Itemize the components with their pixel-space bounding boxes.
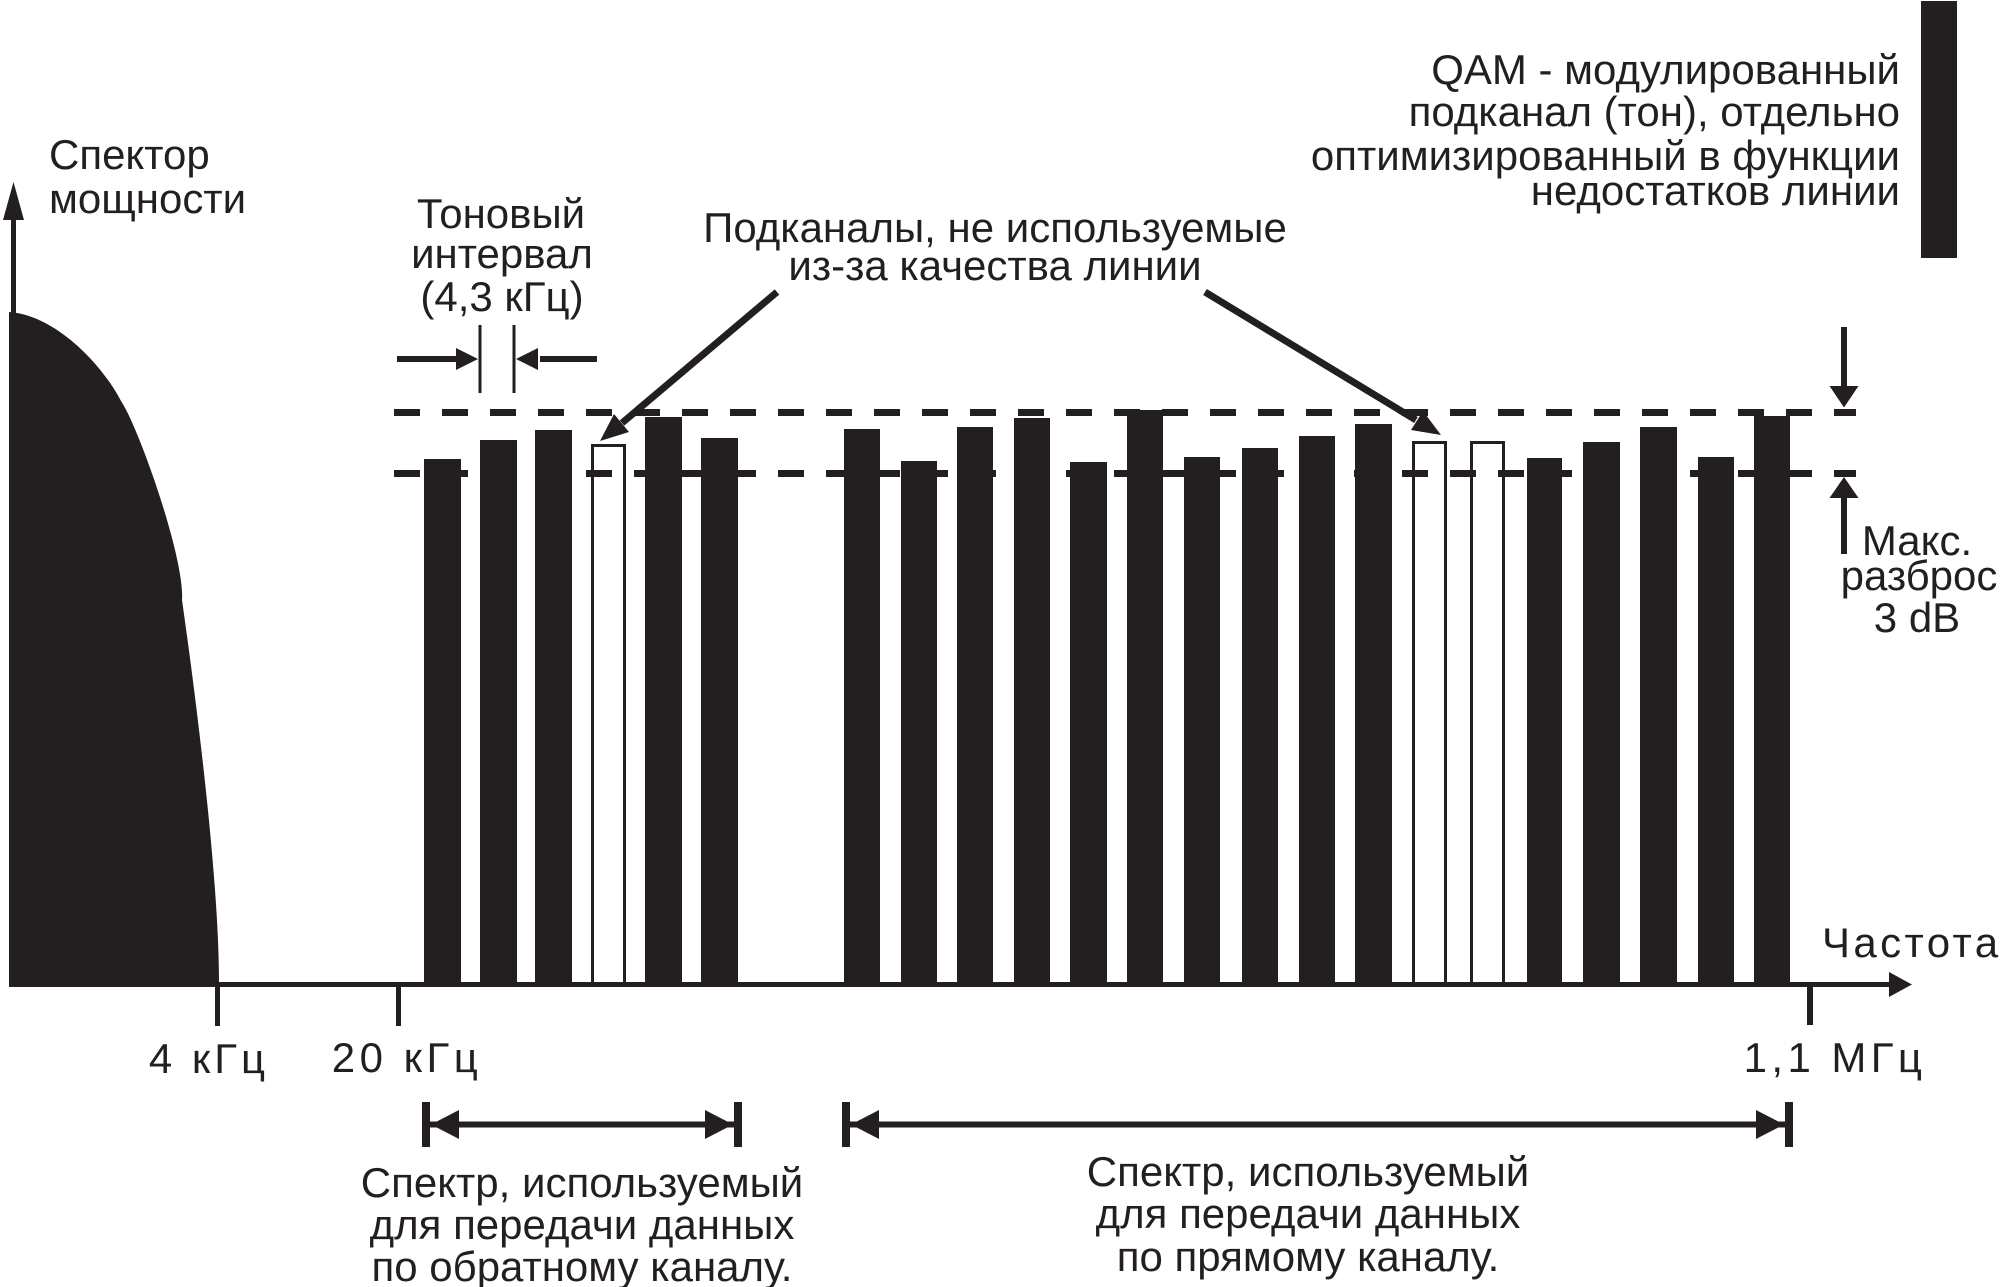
svg-text:для передачи данных: для передачи данных [370, 1201, 795, 1248]
svg-text:по обратному каналу.: по обратному каналу. [372, 1243, 793, 1287]
svg-text:(4,3 кГц): (4,3 кГц) [420, 273, 583, 320]
svg-text:по прямому каналу.: по прямому каналу. [1117, 1233, 1500, 1280]
svg-text:Частота: Частота [1822, 919, 2000, 966]
svg-text:разброс: разброс [1841, 552, 1998, 599]
svg-text:3 dB: 3 dB [1874, 594, 1960, 641]
svg-text:Спектор: Спектор [49, 131, 210, 178]
svg-text:мощности: мощности [49, 175, 246, 222]
svg-text:оптимизированный в функции: оптимизированный в функции [1311, 132, 1900, 179]
svg-text:недостатков линии: недостатков линии [1531, 167, 1900, 214]
svg-text:20 кГц: 20 кГц [332, 1034, 483, 1081]
svg-text:Спектр, используемый: Спектр, используемый [361, 1159, 803, 1206]
svg-text:Макс.: Макс. [1862, 517, 1972, 564]
svg-text:1,1 МГц: 1,1 МГц [1744, 1034, 1927, 1081]
svg-text:Тоновый: Тоновый [417, 190, 585, 237]
svg-text:4 кГц: 4 кГц [149, 1035, 269, 1082]
svg-text:Спектр, используемый: Спектр, используемый [1087, 1148, 1529, 1195]
svg-text:для передачи данных: для передачи данных [1096, 1190, 1521, 1237]
svg-text:QAM - модулированный: QAM - модулированный [1431, 46, 1900, 93]
svg-text:интервал: интервал [411, 230, 593, 277]
svg-text:из-за качества линии: из-за качества линии [788, 242, 1201, 289]
svg-text:подканал (тон), отдельно: подканал (тон), отдельно [1409, 88, 1900, 135]
svg-text:Подканалы, не используемые: Подканалы, не используемые [703, 204, 1287, 251]
